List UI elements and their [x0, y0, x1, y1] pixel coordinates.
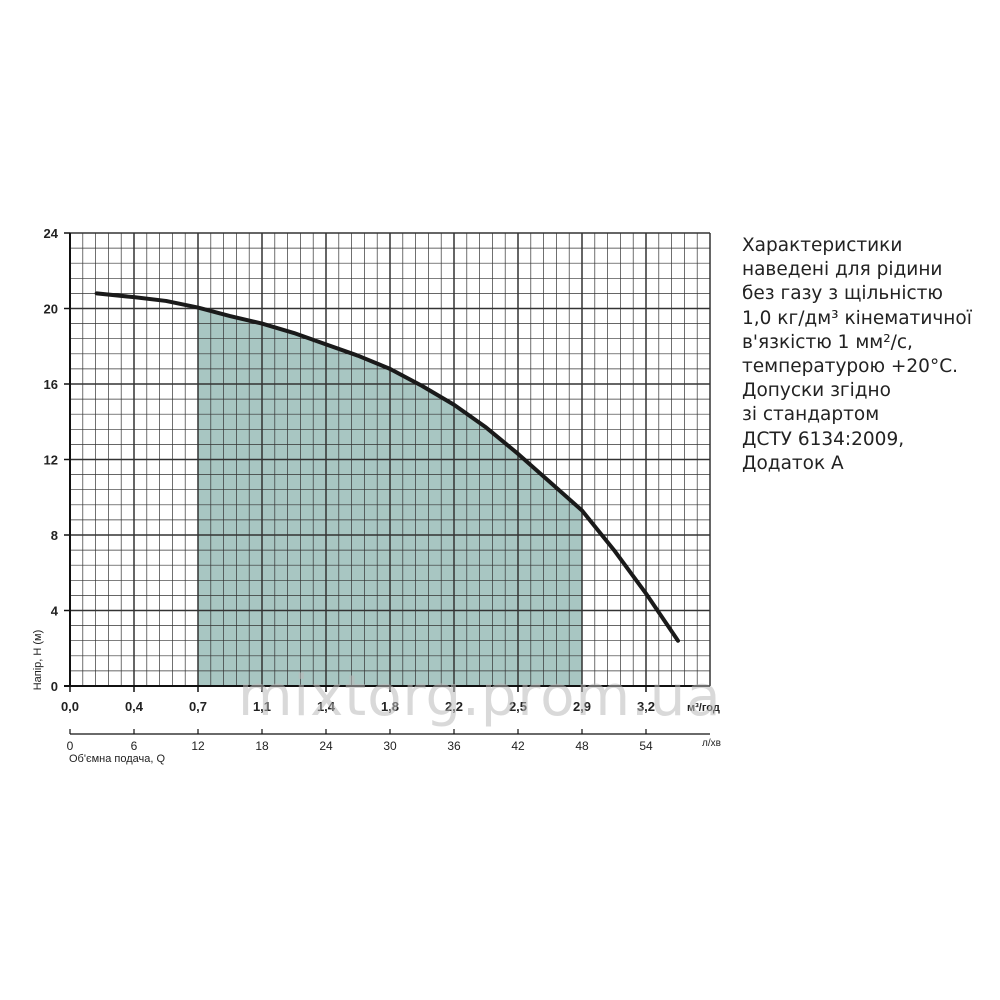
- x-tick-label-m3h: 3,2: [637, 699, 655, 714]
- note-line: в'язкістю 1 мм²/с,: [742, 331, 913, 353]
- x-tick-label-m3h: 1,8: [381, 699, 399, 714]
- y-tick-label: 20: [44, 302, 58, 317]
- y-tick-label: 16: [44, 377, 58, 392]
- x-axis-title: Об'ємна подача, Q: [69, 753, 165, 765]
- y-tick-label: 4: [51, 604, 59, 619]
- y-tick-label: 12: [44, 453, 58, 468]
- characteristics-note: Характеристики наведені для рідини без г…: [742, 234, 992, 476]
- x-tick-label-lpm: 6: [131, 739, 138, 753]
- x-tick-label-m3h: 2,2: [445, 699, 463, 714]
- x-tick-label-lpm: 24: [319, 739, 333, 753]
- note-line: зі стандартом: [742, 404, 880, 426]
- y-axis-title: Напір, H (м): [32, 630, 44, 691]
- note-line: Допуски згідно: [742, 380, 891, 402]
- x-tick-label-m3h: 0,4: [125, 699, 144, 714]
- x-tick-label-m3h: 1,1: [253, 699, 271, 714]
- x-tick-label-lpm: 30: [383, 739, 397, 753]
- note-line: без газу з щільністю: [742, 283, 943, 305]
- x-tick-label-lpm: 48: [575, 739, 589, 753]
- y-tick-label: 24: [44, 226, 59, 241]
- x-tick-label-m3h: 2,9: [573, 699, 591, 714]
- x-tick-label-lpm: 42: [511, 739, 525, 753]
- note-line: наведені для рідини: [742, 259, 943, 281]
- y-tick-label: 0: [51, 679, 58, 694]
- note-line: температурою +20°С.: [742, 356, 959, 378]
- x-unit-m3h: м³/год: [687, 702, 720, 714]
- note-line: 1,0 кг/дм³ кінематичної: [742, 307, 972, 329]
- note-line: ДСТУ 6134:2009,: [742, 428, 905, 450]
- x-tick-label-lpm: 54: [639, 739, 653, 753]
- x-tick-label-lpm: 36: [447, 739, 461, 753]
- performance-curve: [94, 291, 680, 643]
- note-line: Характеристики: [742, 235, 903, 256]
- x-tick-label-m3h: 1,4: [317, 699, 336, 714]
- x-tick-label-m3h: 0,0: [61, 699, 79, 714]
- x-tick-label-lpm: 18: [255, 739, 269, 753]
- y-tick-label: 8: [51, 528, 58, 543]
- x-tick-label-lpm: 0: [67, 739, 74, 753]
- x-tick-label-lpm: 12: [191, 739, 205, 753]
- x-unit-lpm: л/хв: [702, 738, 721, 749]
- note-line: Додаток А: [742, 452, 844, 474]
- x-tick-label-m3h: 0,7: [189, 699, 207, 714]
- x-tick-label-m3h: 2,5: [509, 699, 527, 714]
